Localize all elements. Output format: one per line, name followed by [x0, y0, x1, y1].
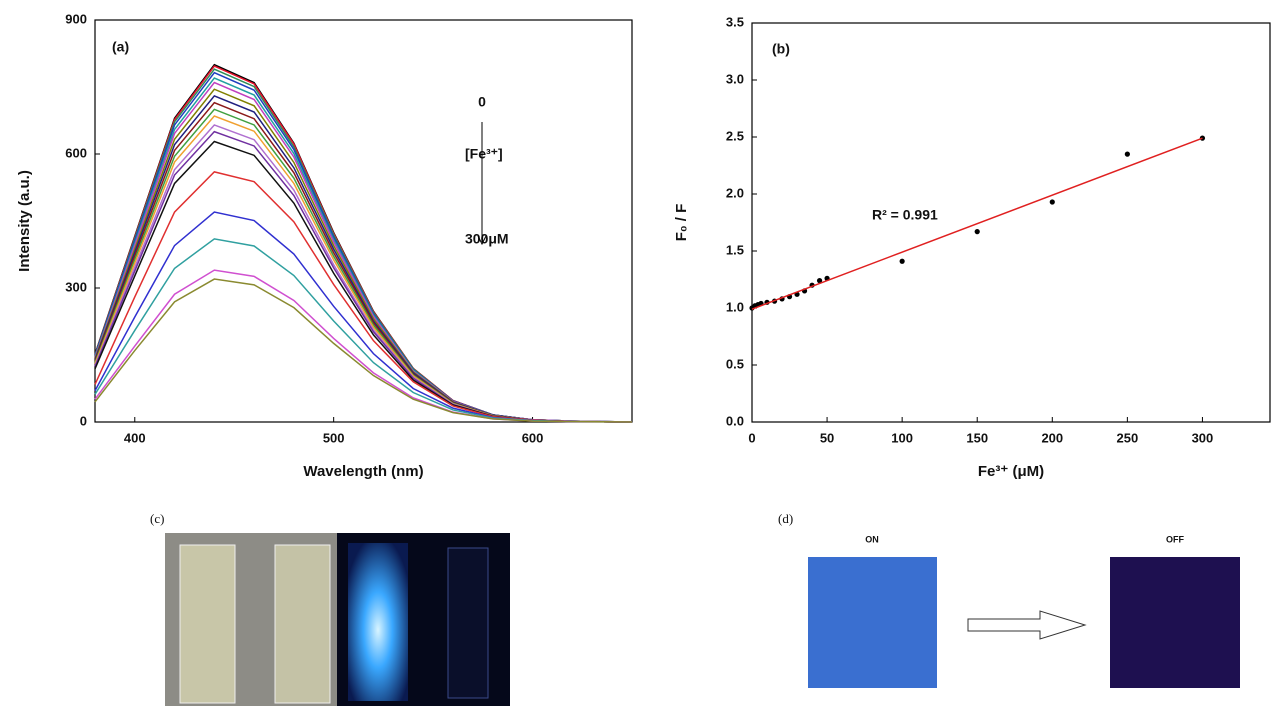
label-on: ON [865, 534, 879, 544]
annotation: [Fe³⁺] [465, 146, 503, 162]
x-axis-label: Fe³⁺ (μM) [978, 463, 1044, 480]
x-tick-label: 100 [891, 430, 913, 445]
data-line [94, 81, 633, 423]
annotation: 0 [478, 94, 486, 110]
photo-panels: (c) (d) ON OFF [150, 511, 1240, 706]
data-line [94, 278, 633, 423]
arrow [477, 122, 487, 246]
label-off: OFF [1166, 534, 1184, 544]
y-axis-label: Intensity (a.u.) [16, 170, 33, 272]
x-tick-label: 500 [323, 430, 345, 445]
data-point [816, 278, 823, 284]
data-line [94, 77, 633, 423]
panel-label: (c) [150, 511, 164, 526]
y-axis-label: F₀ / F [673, 204, 690, 242]
y-tick-label: 1.5 [726, 242, 744, 257]
y-tick-label: 3.0 [726, 71, 744, 86]
y-tick-label: 300 [65, 279, 87, 294]
cuvette-glow [348, 543, 408, 701]
panel-label: (d) [778, 511, 793, 526]
cuvette [179, 544, 236, 704]
data-line [94, 130, 633, 423]
x-tick-label: 200 [1041, 430, 1063, 445]
x-axis-label: Wavelength (nm) [303, 463, 423, 480]
y-tick-label: 900 [65, 11, 87, 26]
annotation: (b) [772, 41, 790, 57]
data-line [94, 88, 633, 423]
cuvette-dark [447, 547, 489, 699]
cuvette [274, 544, 331, 704]
x-tick-label: 600 [522, 430, 544, 445]
paper-on [808, 557, 937, 688]
x-tick-label: 300 [1192, 430, 1214, 445]
data-point [974, 229, 980, 235]
y-tick-label: 0.0 [726, 413, 744, 428]
data-line [751, 137, 1203, 310]
data-line [94, 124, 633, 423]
data-line [94, 238, 633, 423]
annotation: (a) [112, 39, 129, 55]
data-point [1124, 151, 1130, 157]
y-tick-label: 600 [65, 145, 87, 160]
y-tick-label: 2.5 [726, 128, 744, 143]
data-line [94, 101, 633, 423]
x-tick-label: 150 [966, 430, 988, 445]
data-point [899, 258, 905, 264]
data-line [94, 115, 633, 423]
x-tick-label: 250 [1117, 430, 1139, 445]
y-tick-label: 0.5 [726, 356, 744, 371]
y-tick-label: 1.0 [726, 299, 744, 314]
data-line [94, 71, 633, 423]
plot-frame [94, 19, 633, 423]
data-point [1199, 135, 1206, 141]
arrow [967, 610, 1087, 640]
annotation: R² = 0.991 [872, 207, 938, 223]
plot-frame [751, 22, 1271, 423]
annotation: 300μM [465, 231, 509, 247]
data-line [94, 95, 633, 423]
data-point [1049, 199, 1055, 205]
y-tick-label: 0 [80, 413, 87, 428]
y-tick-label: 3.5 [726, 14, 744, 29]
x-tick-label: 50 [820, 430, 834, 445]
y-tick-label: 2.0 [726, 185, 744, 200]
paper-off [1110, 557, 1240, 688]
x-tick-label: 0 [748, 430, 755, 445]
data-line [94, 140, 633, 423]
x-tick-label: 400 [124, 430, 146, 445]
data-line [94, 108, 633, 423]
